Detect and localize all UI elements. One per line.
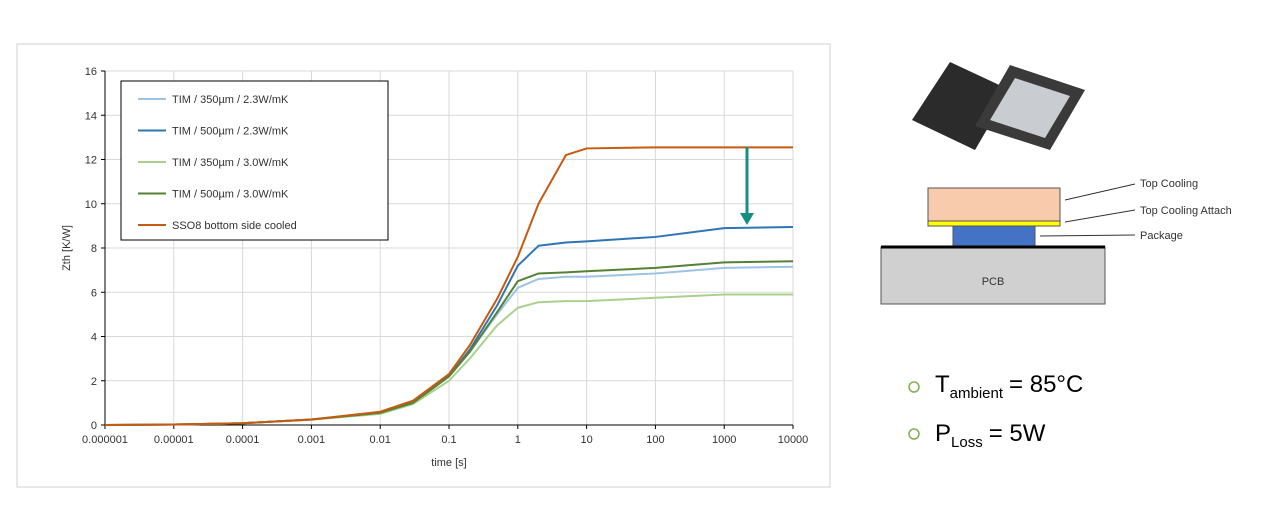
diagram-label: PCB: [982, 276, 1005, 288]
y-tick-label: 12: [85, 155, 97, 167]
pointer: [1064, 209, 1136, 223]
x-tick-label: 0.00001: [154, 434, 194, 446]
x-axis-label: time [s]: [431, 457, 466, 469]
y-tick-label: 6: [91, 287, 97, 299]
x-tick-label: 10: [580, 434, 592, 446]
legend-label: TIM / 350µm / 2.3W/mK: [172, 94, 289, 106]
x-tick-label: 100: [646, 434, 664, 446]
y-tick-label: 8: [91, 243, 97, 255]
legend-label: SSO8 bottom side cooled: [172, 220, 297, 232]
legend-label: TIM / 350µm / 3.0W/mK: [172, 157, 289, 169]
y-tick-label: 10: [85, 199, 97, 211]
y-axis-label: Zth [K/W]: [61, 225, 73, 271]
plot: 0 2 4 6 8 10 12 14 16 0.000001 0.00001 0.0001 0.001 0…: [82, 66, 808, 446]
x-tick-label: 1000: [712, 434, 736, 446]
bullet-text: PLoss = 5W: [935, 420, 1046, 451]
x-tick-label: 0.0001: [226, 434, 260, 446]
arrow-head: [740, 213, 754, 225]
y-tick-label: 0: [91, 420, 97, 432]
y-tick-label: 4: [91, 332, 97, 344]
pointer: [1064, 183, 1136, 201]
legend: [120, 80, 389, 241]
x-tick-label: 0.000001: [82, 434, 128, 446]
top-cooling: [927, 187, 1061, 222]
series-line: [104, 146, 793, 426]
package: [952, 225, 1036, 248]
bullet-text: Tambient = 85°C: [935, 371, 1083, 402]
bullet: [908, 381, 920, 393]
diagram-label: Top Cooling Attach: [1140, 205, 1232, 217]
legend-label: TIM / 500µm / 2.3W/mK: [172, 126, 289, 138]
diagram-label: Top Cooling: [1140, 178, 1198, 190]
x-tick-label: 1: [515, 434, 521, 446]
x-tick-label: 0.1: [441, 434, 456, 446]
chip-image: [912, 62, 1085, 150]
bullet: [908, 428, 920, 440]
legend-label: TIM / 500µm / 3.0W/mK: [172, 189, 289, 201]
diagram-label: Package: [1140, 230, 1183, 242]
x-tick-label: 0.001: [298, 434, 326, 446]
attach: [927, 220, 1061, 227]
pointer: [1039, 234, 1136, 237]
y-tick-label: 16: [85, 66, 97, 78]
y-tick-label: 2: [91, 376, 97, 388]
y-tick-label: 14: [85, 110, 97, 122]
x-tick-label: 10000: [778, 434, 809, 446]
x-tick-label: 0.01: [369, 434, 390, 446]
